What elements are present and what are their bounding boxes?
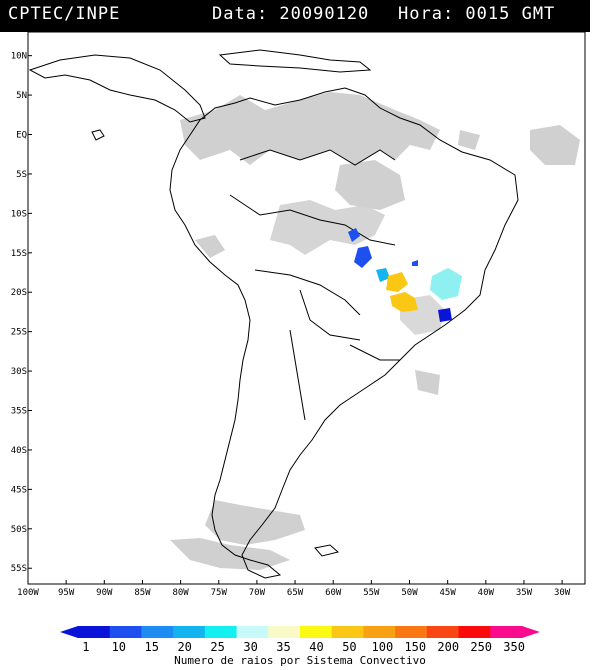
- legend-swatch: [300, 626, 333, 638]
- storm-cell: [376, 268, 390, 282]
- legend-label: 20: [177, 640, 191, 654]
- legend-swatch: [173, 626, 206, 638]
- date-label: Data: 20090120: [212, 4, 370, 24]
- latitude-axis: 10N 5N EQ 5S 10S 15S 20S 25S 30S 35S 40S 45S 50S 55S: [11, 52, 32, 574]
- lon-tick-label: 95W: [58, 588, 75, 598]
- lat-tick-label: 5N: [16, 91, 27, 101]
- border-lines: [229, 149, 400, 421]
- continent-outlines: [28, 49, 519, 579]
- legend-swatch: [268, 626, 301, 638]
- lat-tick-label: 55S: [11, 564, 27, 574]
- lon-tick-label: 40W: [478, 588, 495, 598]
- storm-cell: [386, 272, 408, 292]
- lon-tick-label: 60W: [325, 588, 342, 598]
- lat-tick-label: 50S: [11, 525, 27, 535]
- lat-tick-label: 30S: [11, 367, 27, 377]
- source-label: CPTEC/INPE: [8, 4, 121, 24]
- legend-swatch: [331, 626, 364, 638]
- lat-tick-label: 15S: [11, 249, 27, 259]
- storm-cell: [390, 292, 418, 312]
- convective-systems: [348, 228, 462, 322]
- lat-tick-label: 35S: [11, 407, 27, 417]
- lon-tick-label: 55W: [363, 588, 380, 598]
- legend-title: Numero de raios por Sistema Convectivo: [174, 654, 426, 667]
- legend-swatch: [141, 626, 174, 638]
- lat-tick-label: 10N: [11, 52, 27, 62]
- falklands: [314, 544, 340, 557]
- south-america-coast: [169, 87, 519, 579]
- storm-cell: [348, 228, 360, 242]
- caribbean-islands: [218, 49, 372, 73]
- lon-tick-label: 70W: [249, 588, 266, 598]
- legend-swatch: [204, 626, 238, 638]
- time-label: Hora: 0015 GMT: [398, 4, 556, 24]
- legend-label: 200: [437, 640, 459, 654]
- lat-tick-label: 20S: [11, 288, 27, 298]
- legend-swatch: [426, 626, 460, 638]
- cloud-cover: [170, 92, 580, 570]
- lon-tick-label: 45W: [440, 588, 457, 598]
- lat-tick-label: 10S: [11, 209, 27, 219]
- legend-swatch: [395, 626, 428, 638]
- legend-label: 10: [112, 640, 126, 654]
- legend-label: 30: [243, 640, 257, 654]
- storm-cell: [430, 268, 462, 300]
- galapagos: [91, 129, 105, 141]
- legend-label: 15: [145, 640, 159, 654]
- legend-label: 35: [276, 640, 290, 654]
- lat-tick-label: EQ: [16, 131, 27, 141]
- legend-swatch: [236, 626, 269, 638]
- lon-tick-label: 90W: [96, 588, 113, 598]
- legend-arrow-left: [60, 626, 78, 638]
- legend-swatch: [78, 626, 111, 638]
- lon-tick-label: 80W: [172, 588, 189, 598]
- legend-arrow-right: [522, 626, 540, 638]
- lat-tick-label: 45S: [11, 485, 27, 495]
- lon-tick-label: 50W: [401, 588, 418, 598]
- legend-swatch: [458, 626, 491, 638]
- longitude-axis: 100W 95W 90W 85W 80W 75W 70W 65W 60W 55W 50W 45W 40W…: [17, 580, 571, 598]
- central-america-coast: [28, 54, 206, 123]
- legend-labels: 1 10 15 20 25 30 35 40 50 100 150 200 250 350: [82, 640, 525, 654]
- legend-label: 50: [342, 640, 356, 654]
- storm-cell: [438, 308, 452, 322]
- lon-tick-label: 100W: [17, 588, 39, 598]
- lon-tick-label: 65W: [287, 588, 304, 598]
- lon-tick-label: 85W: [134, 588, 151, 598]
- legend-swatch: [490, 626, 523, 638]
- lon-tick-label: 75W: [211, 588, 228, 598]
- lat-tick-label: 5S: [16, 170, 27, 180]
- legend-swatch: [363, 626, 396, 638]
- lat-tick-label: 25S: [11, 328, 27, 338]
- legend-swatch: [109, 626, 142, 638]
- lat-tick-label: 40S: [11, 446, 27, 456]
- legend-label: 350: [503, 640, 525, 654]
- legend-label: 40: [309, 640, 323, 654]
- storm-cell: [412, 260, 418, 266]
- legend-label: 250: [470, 640, 492, 654]
- header-bar: CPTEC/INPE Data: 20090120 Hora: 0015 GMT: [0, 0, 590, 32]
- legend-label: 1: [82, 640, 89, 654]
- lon-tick-label: 35W: [516, 588, 533, 598]
- lon-tick-label: 30W: [554, 588, 571, 598]
- legend-label: 25: [210, 640, 224, 654]
- legend-label: 150: [404, 640, 426, 654]
- storm-cell: [354, 246, 372, 268]
- legend-label: 100: [372, 640, 394, 654]
- legend-colorbar: [60, 626, 540, 638]
